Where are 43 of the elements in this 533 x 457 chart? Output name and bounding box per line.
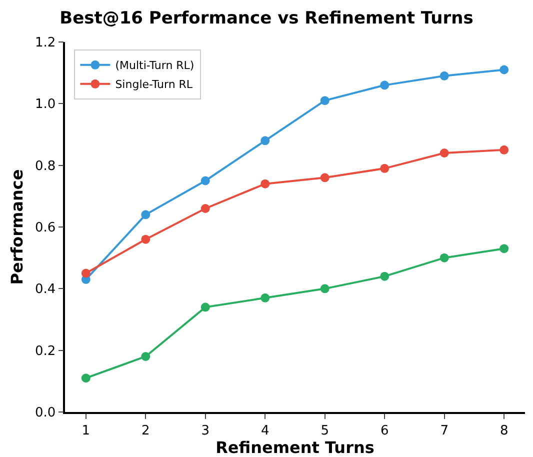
point — [320, 284, 330, 294]
legend-label: Single-Turn RL — [115, 78, 194, 92]
point — [440, 253, 449, 262]
y-axis-title: Performance — [7, 169, 26, 285]
point — [500, 244, 509, 254]
point — [380, 80, 390, 90]
y-tick-label: 1.2 — [34, 36, 56, 51]
point — [440, 71, 449, 80]
point — [200, 176, 210, 186]
y-tick-label: 0.4 — [34, 282, 56, 298]
chart-title: Best@16 Performance vs Refinement Turns — [60, 8, 474, 28]
point — [81, 374, 90, 383]
x-tick-label: 8 — [500, 423, 508, 438]
point — [141, 210, 150, 220]
point — [200, 204, 210, 213]
y-tick-label: 0.6 — [34, 220, 56, 236]
x-tick-label: 3 — [201, 423, 210, 438]
point — [380, 164, 390, 173]
y-tick-label: 1.0 — [34, 97, 56, 112]
x-tick-label: 1 — [82, 423, 90, 438]
point — [380, 272, 390, 281]
x-tick-label: 7 — [440, 423, 448, 438]
point — [260, 136, 270, 146]
point — [260, 179, 270, 188]
x-tick-label: 4 — [260, 423, 270, 438]
y-tick-label: 0.0 — [34, 406, 56, 421]
legend-label: (Multi-Turn RL) — [115, 59, 194, 72]
x-tick-label: 2 — [142, 423, 150, 438]
point — [440, 148, 449, 158]
point — [320, 173, 330, 182]
point — [141, 352, 150, 361]
point — [81, 268, 90, 278]
point — [260, 293, 270, 302]
x-axis-title: Refinement Turns — [216, 438, 374, 457]
x-tick-label: 5 — [320, 423, 330, 438]
point — [500, 65, 509, 74]
point — [141, 234, 150, 244]
point — [320, 96, 330, 106]
point — [500, 145, 509, 154]
point — [200, 302, 210, 312]
x-tick-label: 6 — [380, 423, 389, 438]
y-tick-label: 0.2 — [34, 344, 56, 359]
y-tick-label: 0.8 — [34, 158, 56, 174]
